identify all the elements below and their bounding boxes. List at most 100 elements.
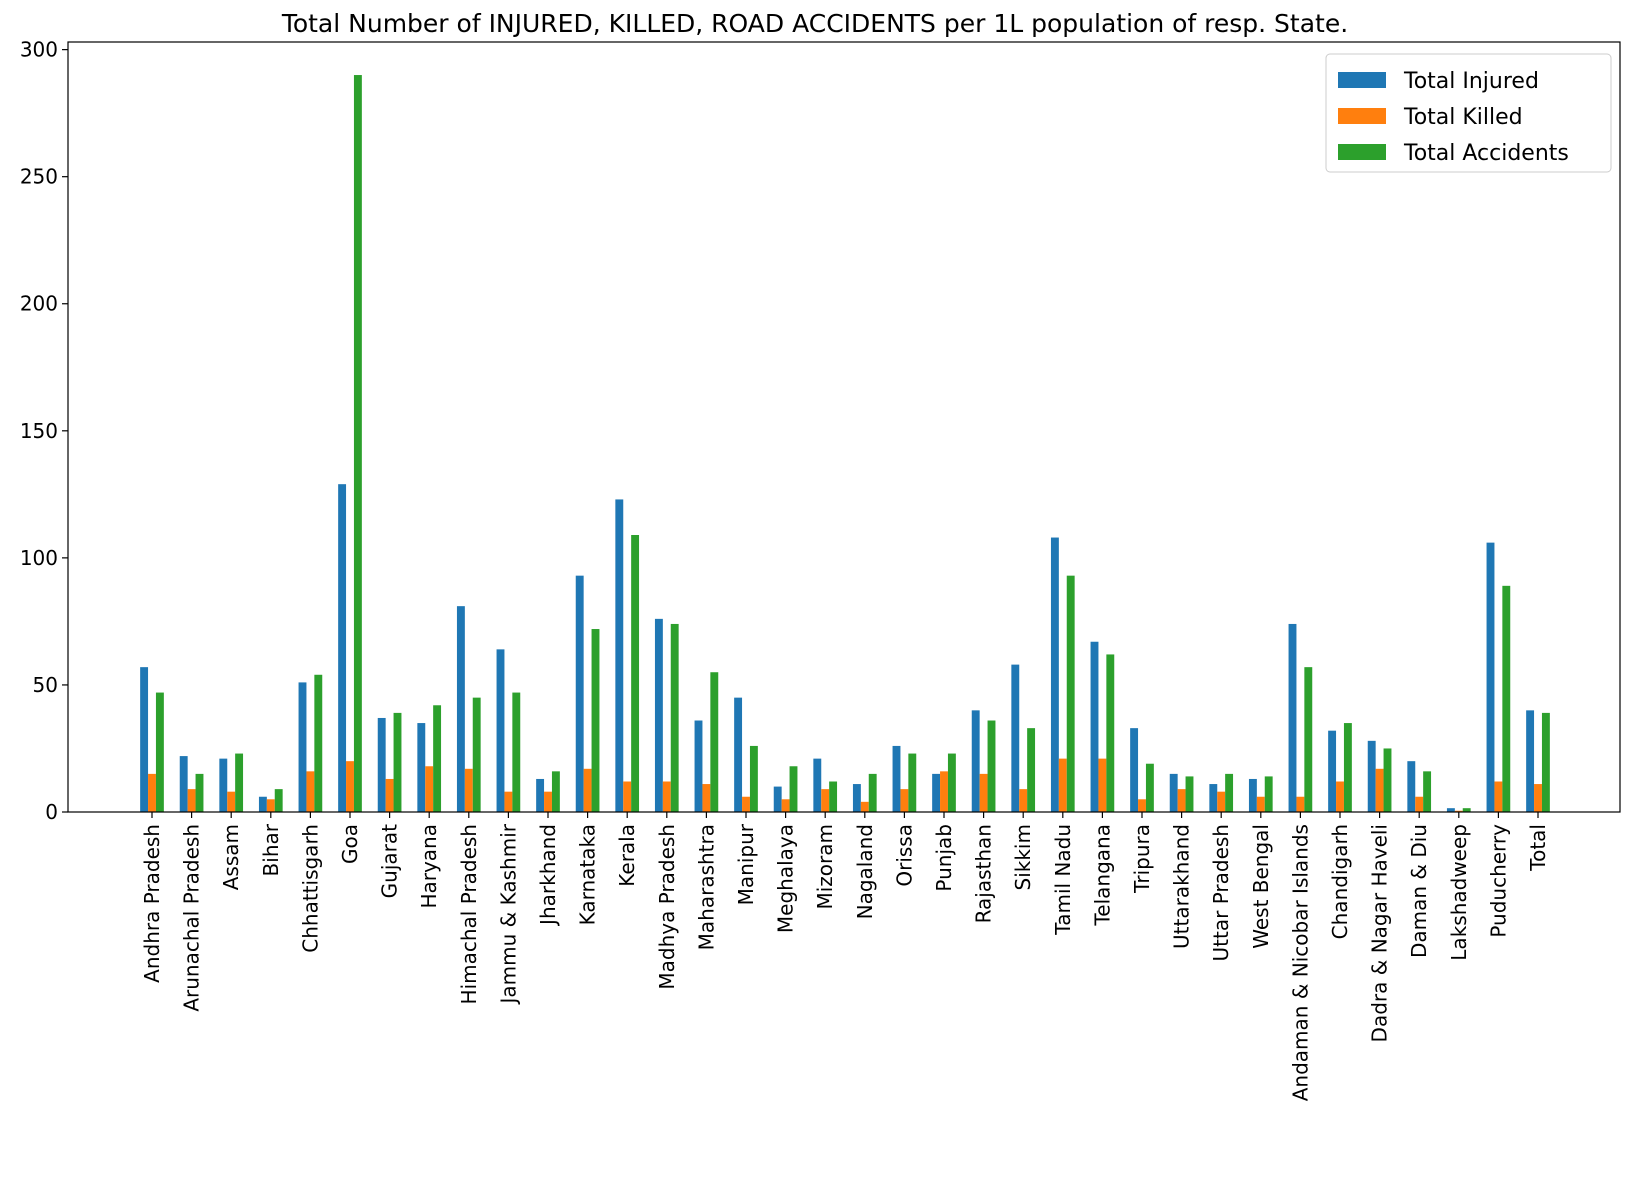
bar-total-accidents xyxy=(1185,776,1194,812)
axes-layer xyxy=(67,41,1621,813)
x-tick-label: Haryana xyxy=(417,824,441,909)
bar-total-accidents xyxy=(1502,585,1511,812)
bar-total-accidents xyxy=(314,674,323,812)
bar-total-accidents xyxy=(235,753,244,812)
bar-total-accidents xyxy=(1423,771,1432,812)
legend-label: Total Killed xyxy=(1403,105,1523,130)
x-tick-label: Andhra Pradesh xyxy=(140,824,164,983)
bar-total-accidents xyxy=(1106,654,1115,812)
bar-total-accidents xyxy=(868,773,877,812)
bar-total-killed xyxy=(940,771,948,812)
bar-total-killed xyxy=(1177,789,1186,812)
bar-total-killed xyxy=(227,791,236,812)
x-tick-label: Kerala xyxy=(615,824,639,887)
x-tick-label: Jammu & Kashmir xyxy=(496,823,520,1005)
bar-total-injured xyxy=(575,575,584,812)
bar-total-injured xyxy=(1248,778,1257,812)
bar-total-accidents xyxy=(195,773,204,812)
bar-total-accidents xyxy=(1541,712,1550,812)
y-tick-label: 0 xyxy=(45,800,58,824)
bar-total-killed xyxy=(1098,758,1107,812)
bar-total-killed xyxy=(544,791,552,812)
bar-total-injured xyxy=(1130,728,1139,812)
bar-total-killed xyxy=(385,778,394,812)
bar-total-killed xyxy=(1336,781,1344,812)
y-tick-label: 150 xyxy=(20,419,58,443)
x-tick-label: Chhattisgarh xyxy=(298,824,322,953)
bar-total-injured xyxy=(258,796,267,812)
y-tick-label: 250 xyxy=(20,165,58,189)
bar-total-accidents xyxy=(829,781,838,812)
bar-total-killed xyxy=(1415,796,1424,812)
x-tick-label: Karnataka xyxy=(576,824,600,925)
legend-swatch xyxy=(1338,108,1386,124)
bar-total-killed xyxy=(742,796,750,812)
bar-total-killed xyxy=(346,761,354,812)
x-tick-label: Himachal Pradesh xyxy=(457,824,481,1004)
bar-total-accidents xyxy=(433,705,442,812)
bar-total-accidents xyxy=(947,753,956,812)
bar-total-injured xyxy=(377,717,386,812)
bar-total-accidents xyxy=(1383,748,1392,812)
bar-total-killed xyxy=(821,789,830,812)
bar-total-killed xyxy=(702,784,711,812)
bar-total-injured xyxy=(179,756,188,812)
bar-total-killed xyxy=(1256,796,1265,812)
bar-total-killed xyxy=(1217,791,1226,812)
x-tick-label: Uttar Pradesh xyxy=(1209,824,1233,961)
x-tick-label: Rajasthan xyxy=(972,824,996,923)
y-tick-label: 200 xyxy=(20,292,58,316)
legend-box xyxy=(1325,53,1612,173)
bar-total-injured xyxy=(496,649,505,812)
bar-total-injured xyxy=(1407,761,1416,812)
bar-total-killed xyxy=(464,768,473,812)
bar-total-killed xyxy=(425,766,434,812)
bar-total-accidents xyxy=(591,629,600,812)
bar-total-killed xyxy=(504,791,513,812)
bar-total-injured xyxy=(1328,730,1337,812)
y-axis: 0 50 100 150 200 250 300 xyxy=(20,38,68,824)
bar-total-accidents xyxy=(353,75,362,813)
legend-label: Total Injured xyxy=(1403,69,1539,94)
bar-total-injured xyxy=(1011,664,1020,812)
x-tick-label: Bihar xyxy=(259,823,283,876)
bar-total-injured xyxy=(1209,784,1218,812)
bar-total-killed xyxy=(979,773,988,812)
y-tick-label: 300 xyxy=(20,38,58,62)
bar-total-killed xyxy=(781,799,790,812)
bar-total-injured xyxy=(298,682,307,812)
chart-title: Total Number of INJURED, KILLED, ROAD AC… xyxy=(281,9,1348,38)
legend-label: Total Accidents xyxy=(1403,141,1569,166)
bar-total-killed xyxy=(583,768,592,812)
x-tick-label: Madhya Pradesh xyxy=(655,824,679,990)
bar-total-injured xyxy=(1486,542,1495,812)
bar-total-killed xyxy=(623,781,632,812)
bar-total-accidents xyxy=(749,745,758,812)
bar-total-injured xyxy=(932,773,941,812)
x-tick-label: Tamil Nadu xyxy=(1051,824,1075,936)
bar-total-injured xyxy=(1288,623,1297,812)
legend-swatch xyxy=(1338,72,1386,88)
bar-total-accidents xyxy=(987,720,996,812)
bar-total-accidents xyxy=(1343,723,1352,812)
x-tick-label: Orissa xyxy=(892,824,916,887)
bar-total-injured xyxy=(338,484,347,812)
bar-total-killed xyxy=(900,789,909,812)
plot-frame xyxy=(67,41,1621,813)
bar-total-injured xyxy=(1526,710,1535,812)
bar-total-accidents xyxy=(1027,728,1036,812)
legend: Total Injured Total Killed Total Accidents xyxy=(1325,53,1612,173)
bar-total-injured xyxy=(971,710,980,812)
bar-total-killed xyxy=(1534,784,1542,812)
x-tick-label: Puducherry xyxy=(1486,824,1510,938)
bar-total-killed xyxy=(1454,810,1463,812)
bar-total-injured xyxy=(456,606,465,812)
legend-swatch xyxy=(1338,144,1386,160)
bar-total-killed xyxy=(187,789,196,812)
x-tick-label: Arunachal Pradesh xyxy=(180,824,204,1012)
bar-total-killed xyxy=(1375,768,1384,812)
bar-total-injured xyxy=(615,499,624,812)
bar-total-injured xyxy=(140,667,149,812)
bar-total-injured xyxy=(892,745,901,812)
